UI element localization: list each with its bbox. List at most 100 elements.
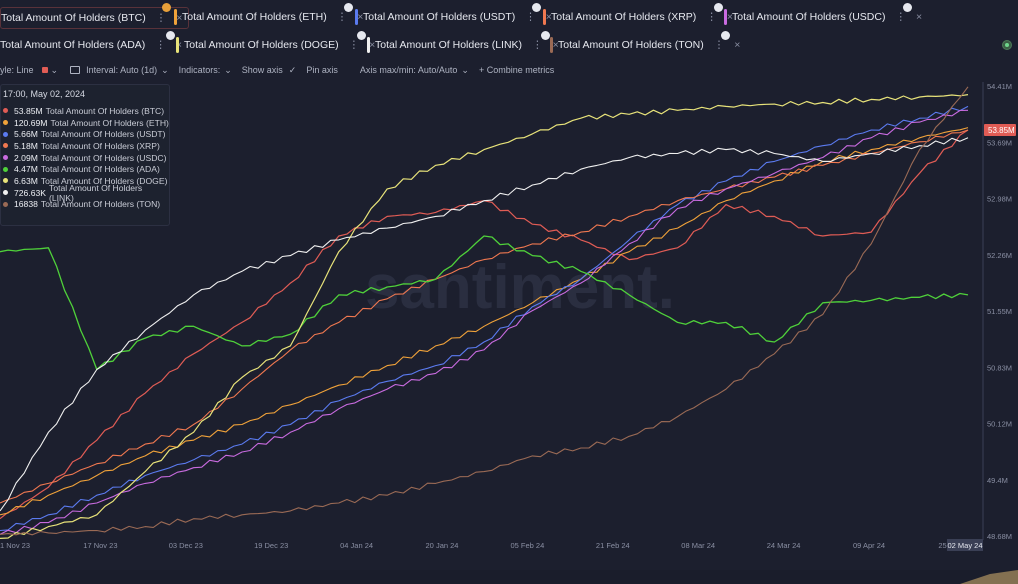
y-tick-label: 54.41M [987, 82, 1012, 91]
legend-label: Total Amount Of Holders (TON) [40, 199, 161, 210]
legend-label: Total Amount Of Holders (DOGE) [40, 175, 168, 186]
legend-row: 120.69M Total Amount Of Holders (ETH) [1, 117, 169, 129]
close-icon[interactable]: × [734, 39, 741, 51]
legend-value: 2.09M [14, 152, 38, 163]
close-icon[interactable]: × [552, 39, 559, 51]
close-icon[interactable]: × [176, 12, 183, 24]
lock-icon [532, 3, 541, 12]
more-icon[interactable]: ⋮ [713, 39, 725, 51]
legend-color-dot [3, 131, 8, 137]
show-axis-checkbox[interactable]: ✓ [288, 64, 297, 75]
metric-tab-eth[interactable]: Total Amount Of Holders (ETH) ⋮ × [174, 7, 363, 27]
legend-color-dot [3, 166, 8, 172]
lock-icon [166, 31, 175, 40]
color-swatch [543, 9, 546, 25]
series-line-ada [0, 235, 969, 371]
chevron-down-icon[interactable]: ⌄ [161, 64, 169, 75]
x-tick-label: 05 Feb 24 [511, 541, 545, 550]
interval-selector[interactable]: Interval: Auto (1d) [86, 65, 158, 75]
lock-icon [541, 31, 550, 40]
series-layer [0, 86, 969, 539]
x-tick-label: 03 Dec 23 [169, 541, 203, 550]
y-tick-label: 49.4M [987, 476, 1008, 485]
metric-tab-link[interactable]: Total Amount Of Holders (LINK) ⋮ × [367, 35, 559, 55]
x-highlight-bg [947, 539, 983, 551]
close-icon[interactable]: × [726, 11, 733, 23]
more-icon[interactable]: ⋮ [525, 11, 536, 23]
legend-value: 120.69M [14, 117, 48, 128]
current-value-badge-bg [984, 124, 1016, 136]
legend-row: 5.66M Total Amount Of Holders (USDT) [1, 128, 169, 140]
navigator-preview [960, 570, 1018, 584]
axis-minmax-selector[interactable]: Axis max/min: Auto/Auto [359, 65, 458, 75]
legend-row: 16838 Total Amount Of Holders (TON) [1, 199, 169, 211]
close-icon[interactable]: × [915, 11, 923, 23]
metric-tab-btc[interactable]: Total Amount Of Holders (BTC) ⋮ × [0, 7, 190, 29]
close-icon[interactable]: × [545, 11, 552, 23]
metric-tab-ton[interactable]: Total Amount Of Holders (TON) ⋮ × [550, 35, 740, 55]
legend-value: 5.18M [14, 140, 38, 151]
metric-tab-label: Total Amount Of Holders (LINK) [375, 39, 523, 51]
legend-color-dot [3, 201, 8, 207]
series-line-xrp [0, 129, 969, 504]
metric-tab-doge[interactable]: Total Amount Of Holders (DOGE) ⋮ × [176, 35, 375, 55]
legend-row: 6.63M Total Amount Of Holders (DOGE) [1, 175, 169, 187]
color-swatch [176, 37, 179, 53]
metric-tab-label: Total Amount Of Holders (USDT) [363, 11, 516, 23]
x-tick-label: 19 Dec 23 [254, 541, 288, 550]
legend-color-dot [3, 143, 8, 149]
color-swatch [367, 37, 370, 53]
series-line-link [0, 137, 969, 512]
style-selector[interactable]: yle: Line [0, 65, 34, 75]
close-icon[interactable]: × [369, 39, 376, 51]
more-icon[interactable]: ⋮ [895, 11, 906, 23]
legend-label: Total Amount Of Holders (USDC) [40, 152, 167, 163]
more-icon[interactable]: ⋮ [348, 39, 360, 51]
lock-icon [344, 3, 353, 12]
color-swatch [355, 9, 358, 25]
navigator[interactable] [0, 570, 1018, 584]
series-line-usdc [0, 109, 969, 535]
show-axis-label: Show axis [241, 65, 283, 75]
legend-value: 53.85M [14, 105, 43, 116]
legend-value: 4.47M [14, 164, 38, 175]
series-line-usdt [0, 105, 969, 532]
legend-value: 726.63K [14, 187, 47, 198]
y-tick-label: 51.55M [987, 307, 1012, 316]
legend-label: Total Amount Of Holders (BTC) [45, 105, 165, 116]
series-line-ton [0, 86, 969, 536]
calendar-icon [70, 66, 81, 74]
more-icon[interactable]: ⋮ [336, 11, 348, 23]
series-line-eth [0, 127, 969, 516]
legend-row: 4.47M Total Amount Of Holders (ADA) [1, 163, 169, 175]
chevron-down-icon[interactable]: ⌄ [50, 64, 59, 75]
more-icon[interactable]: ⋮ [155, 12, 167, 24]
more-icon[interactable]: ⋮ [155, 39, 166, 51]
status-toggle-icon[interactable] [1002, 40, 1012, 50]
close-icon[interactable]: × [357, 11, 364, 23]
metric-tab-xrp[interactable]: Total Amount Of Holders (XRP) ⋮ × [543, 7, 733, 27]
color-swatch [174, 9, 177, 25]
metric-tab-usdt[interactable]: Total Amount Of Holders (USDT) ⋮ × [355, 7, 552, 27]
color-picker-icon[interactable] [41, 67, 48, 73]
y-tick-label: 50.12M [987, 420, 1012, 429]
indicators-selector[interactable]: Indicators: [178, 65, 221, 75]
x-tick-label: 04 Jan 24 [340, 541, 373, 550]
metric-tab-usdc[interactable]: Total Amount Of Holders (USDC) ⋮ × [724, 7, 922, 27]
legend-label: Total Amount Of Holders (ETH) [50, 117, 169, 128]
more-icon[interactable]: ⋮ [706, 11, 717, 23]
series-line-doge [0, 94, 969, 539]
combine-metrics-button[interactable]: + Combine metrics [478, 65, 555, 75]
y-tick-label: 50.83M [987, 363, 1012, 372]
metric-tab-label: Total Amount Of Holders (XRP) [551, 11, 697, 23]
legend-color-dot [3, 108, 8, 114]
chevron-down-icon[interactable]: ⌄ [461, 64, 469, 75]
metric-tab-ada[interactable]: Total Amount Of Holders (ADA) ⋮ × [0, 35, 182, 55]
more-icon[interactable]: ⋮ [532, 39, 543, 51]
legend-value: 16838 [14, 199, 38, 210]
legend-value: 6.63M [14, 175, 38, 186]
legend-date: 17:00, May 02, 2024 [3, 89, 86, 99]
chevron-down-icon[interactable]: ⌄ [224, 64, 232, 75]
lock-icon [903, 3, 912, 12]
legend-color-dot [3, 155, 8, 161]
